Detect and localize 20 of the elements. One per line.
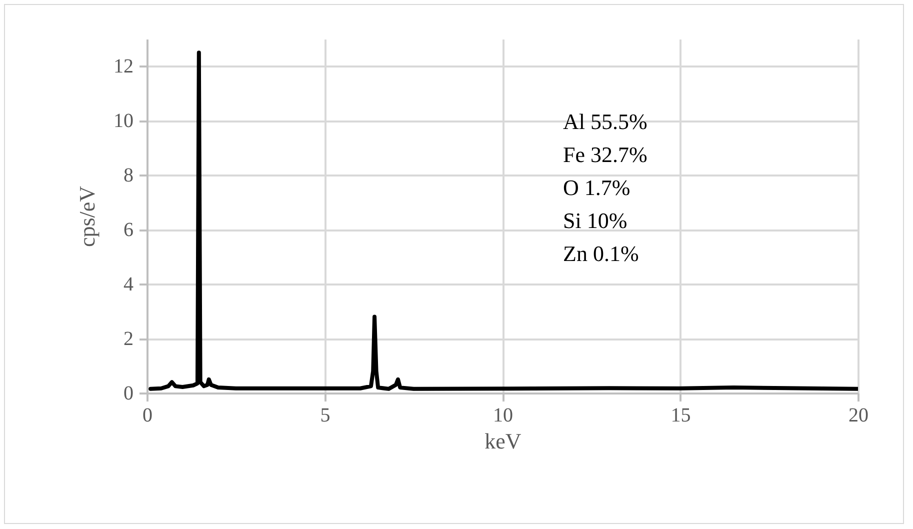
x-tick-label: 10: [493, 404, 513, 426]
y-tick-label: 2: [124, 328, 134, 350]
x-tick-label: 5: [320, 404, 330, 426]
x-tick-label: 0: [142, 404, 152, 426]
line-series: [148, 50, 858, 391]
annotation: Si 10%: [563, 208, 628, 233]
y-tick-label: 12: [114, 56, 134, 78]
x-tick-label: 20: [848, 404, 868, 426]
y-tick-label: 0: [124, 382, 134, 404]
annotation: Fe 32.7%: [563, 142, 648, 167]
x-tick-label: 15: [670, 404, 691, 426]
annotation: O 1.7%: [563, 175, 630, 200]
y-tick-label: 4: [124, 274, 134, 296]
annotation: Al 55.5%: [563, 109, 648, 134]
x-axis-title: keV: [484, 428, 522, 454]
y-tick-label: 8: [124, 164, 134, 187]
y-tick-label: 10: [114, 110, 134, 132]
annotation: Zn 0.1%: [563, 241, 639, 266]
y-tick-label: 6: [124, 219, 134, 242]
y-axis-title: cps/eV: [74, 186, 100, 248]
